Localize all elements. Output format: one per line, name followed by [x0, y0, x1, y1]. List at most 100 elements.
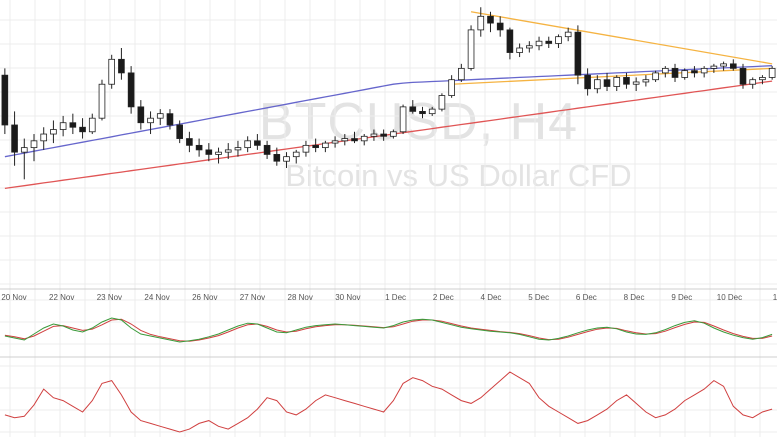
candle [496, 16, 504, 37]
candle-body [603, 79, 611, 87]
candle [419, 106, 426, 119]
candle [390, 129, 397, 139]
candle-body [380, 133, 387, 137]
candle [603, 72, 611, 92]
candle [467, 25, 475, 71]
candle-body [419, 110, 426, 115]
stochastic-oscillator [4, 317, 773, 343]
candle-body [759, 77, 766, 81]
trendlines [451, 11, 773, 85]
candle [40, 127, 48, 150]
candle [312, 138, 319, 153]
candle [681, 68, 689, 80]
candle-body [108, 58, 116, 85]
candle [273, 147, 281, 166]
candle [661, 66, 669, 78]
candle-body [341, 138, 349, 142]
x-tick-label: 10 Dec [717, 293, 742, 302]
candle [127, 66, 135, 114]
candle-body [370, 133, 378, 137]
rsi-line [4, 371, 773, 433]
candle [98, 79, 106, 121]
candle [545, 36, 553, 48]
x-tick-label: 20 Nov [1, 293, 26, 302]
candle [574, 25, 582, 85]
candle [79, 118, 86, 139]
candle-body [69, 122, 77, 128]
candle [380, 129, 387, 141]
candle-body [555, 36, 562, 44]
candle [623, 72, 630, 89]
candle-body [496, 22, 504, 31]
candle-body [506, 29, 514, 53]
candle-body [1, 74, 9, 126]
candle [555, 34, 562, 48]
candle-body [399, 106, 407, 133]
candle-body [642, 79, 650, 83]
candle-body [768, 67, 776, 78]
candle-body [720, 63, 727, 67]
candle [147, 111, 154, 135]
candle-body [438, 95, 446, 110]
candle [632, 77, 640, 92]
candle [448, 75, 455, 98]
candle [244, 136, 251, 153]
candle [399, 104, 407, 135]
candle-body [467, 29, 475, 69]
candle [535, 36, 543, 51]
candle-body [263, 144, 271, 155]
candle [516, 43, 523, 58]
x-tick-label: 9 Dec [671, 293, 692, 302]
candle [458, 63, 465, 82]
ma-short-line [4, 65, 773, 158]
candle-body [283, 156, 290, 162]
candle-body [594, 79, 601, 90]
candle [594, 75, 601, 94]
candle-body [127, 72, 135, 108]
candle [118, 48, 125, 80]
x-tick-label: 4 Dec [481, 293, 502, 302]
x-tick-label: 24 Nov [144, 293, 169, 302]
candle [20, 138, 28, 180]
candle [215, 147, 222, 164]
ma-long-line [4, 80, 773, 190]
candle-body [729, 63, 737, 69]
candle [360, 134, 368, 146]
candle-body [302, 144, 310, 153]
candle-body [195, 144, 203, 151]
candle [438, 93, 446, 112]
candle [768, 66, 776, 80]
candle-body [331, 140, 339, 144]
candle-body [458, 67, 465, 81]
candle-body [118, 58, 125, 74]
x-tick-label: 27 Nov [240, 293, 265, 302]
moving-averages [4, 65, 773, 190]
candle-body [360, 135, 368, 142]
candle [341, 134, 349, 146]
candle-body [564, 31, 572, 38]
candle-body [137, 106, 145, 124]
candle-body [50, 129, 57, 135]
candle [69, 113, 77, 135]
candle [370, 129, 378, 141]
candle-body [254, 140, 261, 146]
x-tick-label: 2 Dec [433, 293, 454, 302]
candle [506, 27, 514, 60]
candle [331, 136, 339, 148]
candle-body [244, 140, 251, 149]
trendline-resistance [470, 11, 773, 65]
candle-body [215, 151, 222, 155]
candle-body [186, 138, 193, 146]
x-tick-label: 26 Nov [192, 293, 217, 302]
candle-body [273, 154, 281, 162]
candle [302, 140, 310, 157]
candle-body [749, 79, 757, 85]
candle [176, 120, 183, 144]
candle [691, 66, 698, 78]
candle-body [623, 77, 630, 85]
candlesticks [1, 7, 776, 180]
candle-body [20, 147, 28, 153]
candle [613, 75, 621, 92]
candle-body [292, 151, 300, 158]
